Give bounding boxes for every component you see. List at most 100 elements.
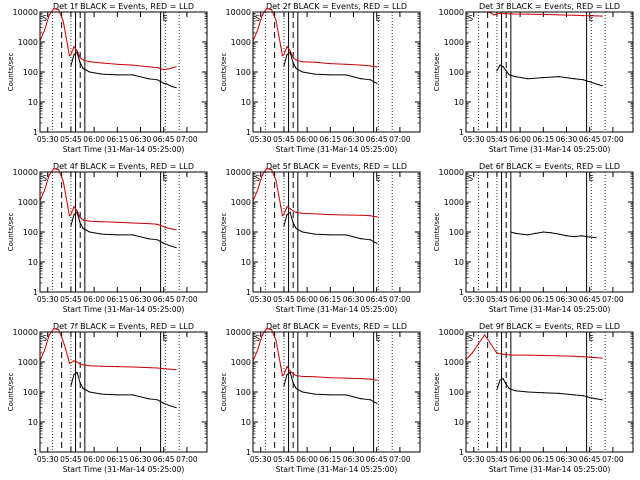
- series-lld-point: [76, 361, 78, 363]
- x-tick-label: 05:30: [37, 295, 59, 304]
- series-lld-point: [283, 374, 285, 376]
- series-lld-point: [595, 15, 597, 17]
- series-events-point: [169, 245, 171, 247]
- series-events-point: [301, 391, 304, 393]
- x-tick-label: 06:00: [83, 135, 105, 144]
- series-events-point: [601, 399, 603, 401]
- y-tick-label: 100: [236, 68, 251, 77]
- series-events-point: [156, 399, 159, 401]
- y-tick-label: 100: [23, 228, 38, 237]
- series-events-point: [156, 79, 159, 81]
- series-events-point: [132, 74, 134, 76]
- series-lld-point: [53, 167, 55, 170]
- series-events-point: [360, 398, 362, 400]
- x-tick-label: 06:15: [107, 455, 129, 464]
- series-lld-point: [88, 365, 91, 367]
- series-lld-line: [252, 8, 377, 68]
- series-events-point: [595, 83, 597, 85]
- series-lld-point: [286, 206, 288, 208]
- series-lld-point: [329, 377, 331, 379]
- x-tick-label: 06:15: [533, 455, 555, 464]
- series-events-point: [586, 80, 588, 82]
- series-events-point: [595, 398, 597, 400]
- series-events-point: [160, 400, 162, 403]
- series-lld-point: [79, 57, 81, 59]
- x-axis-label: Start Time (31-Mar-14 05:25:00): [276, 145, 398, 154]
- series-events-point: [502, 66, 504, 68]
- series-lld-point: [496, 352, 498, 354]
- series-events-point: [166, 83, 168, 85]
- series-lld-point: [283, 214, 285, 216]
- start-marker-label: S: [468, 334, 473, 343]
- y-tick-label: 10: [241, 418, 251, 427]
- x-axis-label: Start Time (31-Mar-14 05:25:00): [63, 305, 185, 314]
- series-lld-point: [44, 349, 46, 351]
- x-tick-label: 05:45: [60, 135, 82, 144]
- series-events-point: [542, 392, 544, 394]
- detector-panel-3: Det 3f BLACK = Events, RED = LLD 1 10 100 10…: [433, 2, 634, 154]
- series-lld-point: [88, 61, 91, 63]
- series-events-point: [581, 235, 583, 237]
- series-events-point: [295, 67, 297, 70]
- y-tick-label: 10: [241, 258, 251, 267]
- y-tick-label: 1: [459, 288, 464, 297]
- y-tick-label: 10000: [13, 8, 38, 17]
- series-events-point: [82, 387, 84, 390]
- series-events-point: [329, 394, 331, 396]
- x-tick-label: 06:30: [343, 135, 365, 144]
- series-lld-point: [175, 229, 177, 231]
- y-tick-label: 1000: [231, 38, 251, 47]
- x-tick-label: 06:00: [83, 455, 105, 464]
- x-tick-label: 05:45: [486, 135, 508, 144]
- series-events-point: [101, 393, 103, 395]
- y-tick-label: 10: [454, 98, 464, 107]
- y-axis-label: Counts/sec: [433, 373, 441, 412]
- x-tick-label: 05:45: [486, 455, 508, 464]
- series-events-point: [586, 236, 588, 238]
- series-events-point: [360, 78, 362, 80]
- y-axis-label: Counts/sec: [220, 53, 228, 92]
- plot-frame: [252, 331, 421, 453]
- series-events-point: [589, 236, 591, 238]
- series-lld-point: [172, 67, 174, 69]
- series-events-point: [534, 232, 537, 234]
- series-lld-point: [286, 46, 288, 48]
- x-axis-label: Start Time (31-Mar-14 05:25:00): [276, 465, 398, 474]
- x-tick-label: 07:00: [602, 455, 624, 464]
- series-events-point: [558, 392, 560, 394]
- series-events-point: [156, 239, 159, 241]
- series-events-point: [508, 387, 510, 390]
- series-lld-point: [295, 375, 297, 377]
- series-events-point: [542, 77, 544, 79]
- series-lld-point: [76, 50, 78, 52]
- series-events-point: [76, 51, 78, 54]
- series-events-point: [329, 234, 331, 236]
- series-lld-point: [53, 327, 55, 330]
- y-tick-label: 10: [454, 258, 464, 267]
- y-tick-label: 100: [23, 68, 38, 77]
- series-lld-point: [511, 13, 513, 15]
- series-lld-point: [266, 327, 268, 330]
- plot-frame: [465, 11, 634, 133]
- series-lld-point: [82, 59, 84, 61]
- series-lld-point: [82, 219, 84, 221]
- series-lld-point: [376, 379, 378, 381]
- series-events-point: [70, 385, 72, 387]
- series-events-point: [505, 70, 507, 72]
- y-tick-label: 10000: [13, 328, 38, 337]
- x-tick-label: 06:15: [320, 455, 342, 464]
- series-events-point: [595, 237, 597, 239]
- series-lld-point: [601, 15, 603, 17]
- x-tick-label: 06:30: [130, 295, 152, 304]
- series-events-point: [369, 79, 372, 81]
- series-lld-point: [360, 64, 362, 66]
- end-marker-label: E: [163, 14, 168, 23]
- y-tick-label: 1: [33, 128, 38, 137]
- series-events-point: [132, 394, 134, 396]
- series-lld-point: [292, 57, 294, 59]
- plot-frame: [252, 171, 421, 293]
- x-tick-label: 06:45: [579, 295, 601, 304]
- series-events-point: [116, 74, 118, 76]
- series-events-point: [314, 73, 316, 75]
